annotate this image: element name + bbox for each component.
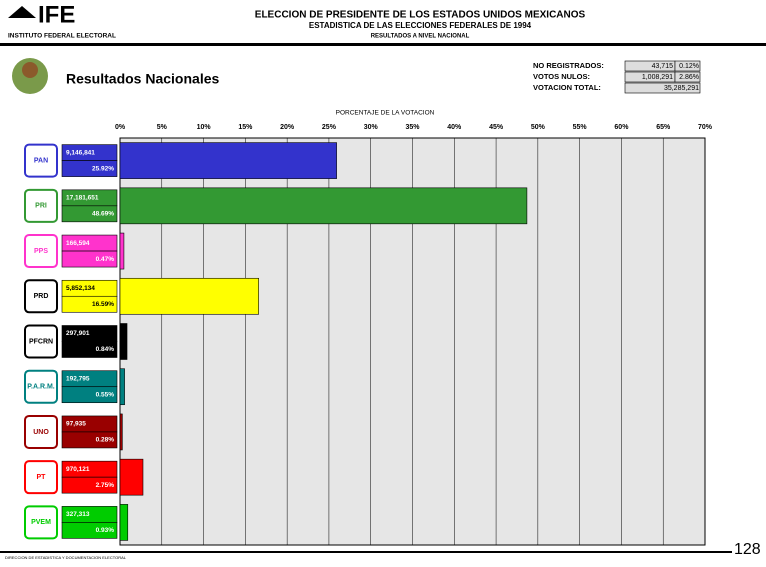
institute: INSTITUTO FEDERAL ELECTORAL (8, 33, 116, 40)
bar (119, 187, 528, 225)
value-label: 2.75% (96, 482, 115, 489)
value-label: 48.69% (92, 211, 114, 218)
stat-box (624, 82, 701, 94)
stat-box (674, 60, 701, 72)
x-tick-label: 25% (322, 124, 337, 131)
votes-label: 192,795 (66, 375, 90, 382)
stat-votes: 43,715 (652, 63, 674, 70)
header-rule (0, 43, 766, 46)
votes-label: 297,901 (66, 330, 90, 337)
stat-label: VOTACION TOTAL: (533, 83, 601, 92)
x-tick-label: 15% (238, 124, 253, 131)
x-tick-label: 60% (614, 124, 629, 131)
percent-box (61, 476, 118, 494)
x-tick-label: 70% (698, 124, 713, 131)
x-tick-label: 0% (115, 124, 126, 131)
votes-label: 970,121 (66, 466, 90, 473)
votes-label: 327,313 (66, 511, 90, 518)
emblem-eagle (22, 62, 38, 78)
percent-box (61, 205, 118, 223)
stat-box (674, 71, 701, 83)
party-name: PVEM (31, 519, 51, 526)
stat-votes: 35,285,291 (664, 85, 699, 92)
party-name: PPS (34, 248, 48, 255)
percent-box (61, 341, 118, 358)
x-axis-label: PORCENTAJE DE LA VOTACION (336, 110, 435, 117)
stats: NO REGISTRADOS: 43,715 0.12% VOTOS NULOS: 1,… (533, 60, 701, 94)
x-tick-label: 55% (573, 124, 588, 131)
votes-label: 97,935 (66, 421, 86, 428)
bar (119, 323, 128, 360)
percent-box (61, 386, 118, 404)
bar (119, 277, 259, 315)
chart: 0% 5% 10% 15% 20% 25% 30% 35% 40% 45% 50% 55% 60% 65%… (24, 124, 713, 545)
votes-label: 9,146,841 (66, 149, 95, 156)
page-number: 128 (734, 541, 761, 558)
stat-label: NO REGISTRADOS: (533, 61, 604, 70)
x-tick-label: 65% (656, 124, 671, 131)
party-name: PAN (34, 157, 48, 164)
footer-department: DIRECCION DE ESTADISTICA Y DOCUMENTACION… (5, 555, 127, 560)
party-logo (24, 460, 58, 495)
x-tick-label: 10% (197, 124, 212, 131)
party-name: PFCRN (29, 338, 53, 345)
votes-label: 17,181,651 (66, 195, 99, 202)
party-logo (24, 188, 58, 223)
stat-label: VOTOS NULOS: (533, 72, 590, 81)
x-tick-label: 30% (364, 124, 379, 131)
party-name: PRI (35, 203, 47, 210)
party-logo (24, 505, 58, 540)
percent-box (61, 250, 118, 268)
party-name: P.A.R.M. (27, 384, 55, 391)
party-logo (24, 369, 58, 404)
x-tick-label: 5% (157, 124, 168, 131)
party-name: UNO (33, 429, 49, 436)
subsubtitle: RESULTADOS A NIVEL NACIONAL (371, 34, 470, 40)
value-label: 16.59% (92, 301, 114, 308)
percent-box (61, 431, 118, 449)
party-logo (24, 414, 58, 449)
votes-label: 5,852,134 (66, 285, 95, 292)
subtitle: ESTADISTICA DE LAS ELECCIONES FEDERALES … (309, 21, 532, 30)
party-logo (24, 279, 58, 314)
party-logo (24, 324, 58, 359)
percent-box (61, 295, 118, 313)
stat-percent: 0.12% (679, 63, 699, 70)
bar (119, 413, 123, 451)
stat-percent: 2.86% (679, 74, 699, 81)
x-tick-label: 35% (405, 124, 420, 131)
bar (119, 368, 125, 406)
party-logo (24, 234, 58, 269)
percent-box (61, 160, 118, 177)
party-logo (24, 143, 58, 178)
section-title: Resultados Nacionales (66, 71, 219, 87)
value-label: 0.47% (96, 256, 115, 263)
value-label: 0.93% (96, 527, 115, 534)
x-tick-label: 50% (531, 124, 546, 131)
bar (119, 232, 125, 270)
percent-box (61, 522, 118, 539)
value-label: 0.84% (96, 346, 115, 353)
x-tick-label: 40% (447, 124, 462, 131)
bar (119, 458, 144, 496)
party-name: PT (37, 474, 47, 481)
value-label: 0.28% (96, 437, 115, 444)
votes-label: 166,594 (66, 240, 90, 247)
bar (119, 504, 129, 541)
stat-votes: 1,008,291 (642, 74, 673, 81)
x-tick-label: 45% (489, 124, 504, 131)
logo-mark (8, 6, 36, 18)
title: ELECCION DE PRESIDENTE DE LOS ESTADOS UN… (255, 10, 586, 21)
x-tick-label: 20% (280, 124, 295, 131)
party-name: PRD (34, 293, 49, 300)
value-label: 0.55% (96, 391, 115, 398)
logo-text: IFE (38, 1, 75, 28)
bar (119, 142, 337, 179)
value-label: 25.92% (92, 165, 114, 172)
